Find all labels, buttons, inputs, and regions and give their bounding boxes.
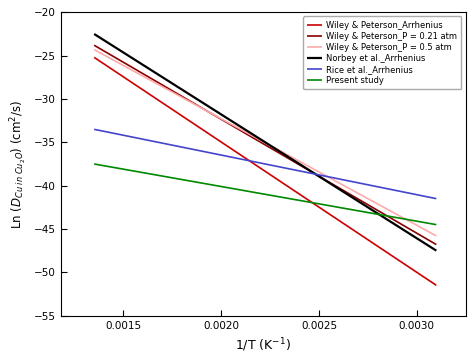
X-axis label: 1/T (K$^{-1}$): 1/T (K$^{-1}$) [235,336,292,354]
Y-axis label: Ln ($D_{Cu\ in\ Cu_2O}$) (cm$^2$/s): Ln ($D_{Cu\ in\ Cu_2O}$) (cm$^2$/s) [9,100,28,228]
Legend: Wiley & Peterson_Arrhenius, Wiley & Peterson_P = 0.21 atm, Wiley & Peterson_P = : Wiley & Peterson_Arrhenius, Wiley & Pete… [303,17,462,89]
